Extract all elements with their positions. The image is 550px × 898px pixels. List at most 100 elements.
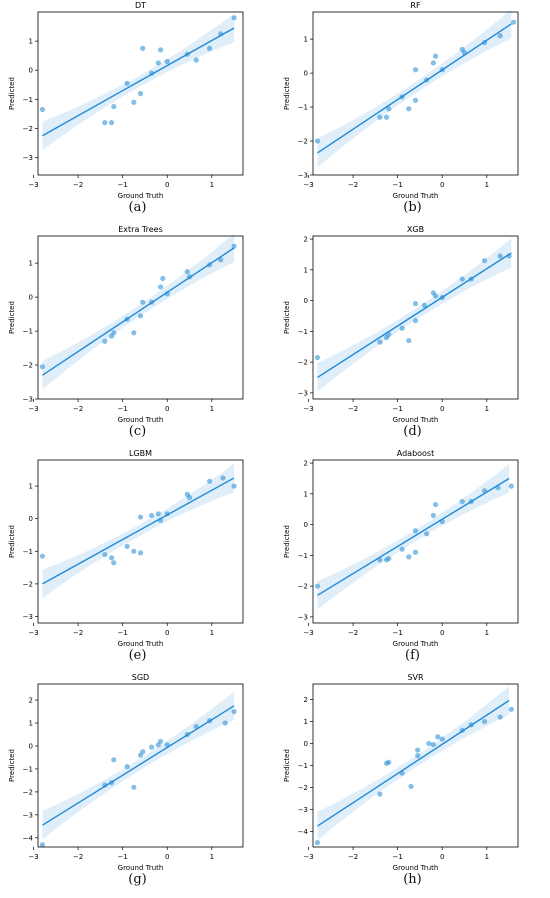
- y-tick-label: 1: [29, 720, 33, 728]
- data-point: [124, 764, 130, 770]
- data-point: [102, 120, 108, 126]
- data-point: [231, 15, 237, 21]
- x-tick-label: −1: [118, 853, 128, 861]
- data-point: [377, 339, 383, 345]
- chart-title: SVR: [407, 673, 424, 682]
- x-tick-label: 0: [440, 853, 444, 861]
- data-point: [160, 275, 166, 282]
- data-point: [412, 97, 419, 103]
- data-point: [124, 543, 130, 549]
- chart-panel-c: −3 −2 −1 0 1 −3 −2 −1 0 1 Extra Trees Ground Truth P…: [0, 224, 275, 448]
- chart-panel-f: −3 −2 −1 0 1 −3 −2 −1 0 1 2 Adaboost Ground Truth Pre…: [275, 448, 550, 672]
- data-point: [481, 258, 488, 264]
- data-point: [314, 583, 321, 589]
- data-point: [430, 741, 436, 748]
- y-tick-label: 2: [304, 460, 308, 468]
- data-point: [435, 734, 441, 740]
- y-tick-label: −2: [298, 138, 308, 146]
- chart-svg-c: −3 −2 −1 0 1 −3 −2 −1 0 1 Extra Trees Ground Truth P…: [8, 225, 244, 424]
- y-tick-label: 0: [29, 294, 33, 302]
- x-axis-label: Ground Truth: [118, 416, 164, 424]
- data-point: [131, 330, 137, 336]
- data-point: [497, 253, 503, 259]
- x-axis-label: Ground Truth: [393, 864, 439, 872]
- data-point: [186, 494, 193, 501]
- x-axis-label: Ground Truth: [393, 416, 439, 424]
- data-point: [140, 45, 146, 51]
- axes-frame: [312, 11, 519, 176]
- axes-frame: [37, 11, 244, 176]
- data-point: [111, 757, 117, 763]
- x-axis-label: Ground Truth: [393, 192, 439, 200]
- data-point: [39, 364, 46, 370]
- panel-caption: (f): [405, 648, 420, 663]
- regression-line: [42, 247, 235, 376]
- data-point: [137, 514, 144, 520]
- data-point: [432, 293, 439, 299]
- data-point: [124, 80, 130, 86]
- x-tick-label: 0: [440, 181, 444, 189]
- data-point: [155, 60, 161, 66]
- x-tick-label: −1: [118, 181, 128, 189]
- data-point: [137, 550, 144, 556]
- regression-line: [317, 477, 510, 596]
- x-tick-label: −2: [348, 629, 358, 637]
- y-tick-label: 1: [304, 36, 308, 44]
- data-point: [508, 706, 514, 712]
- panel-caption: (c): [128, 424, 147, 439]
- data-point: [406, 337, 412, 344]
- x-axis-label: Ground Truth: [118, 192, 164, 200]
- data-point: [497, 714, 503, 720]
- y-tick-label: 1: [304, 718, 308, 726]
- y-tick-label: −4: [298, 828, 309, 836]
- y-tick-label: −3: [298, 613, 308, 621]
- data-point: [164, 58, 170, 65]
- y-axis-label: Predicted: [283, 749, 291, 782]
- y-tick-label: −1: [298, 328, 308, 336]
- data-point: [432, 53, 439, 59]
- data-point: [508, 483, 514, 489]
- chart-panel-d: −3 −2 −1 0 1 −3 −2 −1 0 1 2 XGB Ground Truth Predicte…: [275, 224, 550, 448]
- x-tick-label: −2: [73, 853, 83, 861]
- chart-panel-e: −3 −2 −1 0 1 −3 −2 −1 0 1 LGBM Ground Truth Predicte…: [0, 448, 275, 672]
- x-tick-label: −3: [28, 405, 38, 413]
- y-tick-label: 2: [29, 697, 33, 705]
- axes-frame: [37, 459, 244, 624]
- data-point: [412, 67, 419, 73]
- data-point: [314, 138, 321, 144]
- data-point: [111, 103, 117, 110]
- x-tick-label: −1: [118, 405, 128, 413]
- panel-caption: (a): [128, 200, 147, 215]
- data-point: [314, 354, 321, 361]
- x-tick-label: 0: [440, 629, 444, 637]
- chart-svg-e: −3 −2 −1 0 1 −3 −2 −1 0 1 LGBM Ground Truth Predicte…: [8, 449, 244, 648]
- data-point: [108, 120, 115, 126]
- x-tick-label: −3: [28, 629, 38, 637]
- x-tick-label: 0: [165, 853, 169, 861]
- data-point: [206, 45, 213, 51]
- y-axis-label: Predicted: [283, 77, 291, 110]
- y-tick-label: −1: [298, 762, 308, 770]
- y-tick-label: −2: [23, 580, 33, 588]
- data-point: [314, 839, 321, 846]
- data-point: [131, 99, 137, 105]
- data-point: [137, 313, 144, 319]
- x-tick-label: −3: [303, 405, 313, 413]
- y-tick-label: −1: [23, 548, 33, 556]
- chart-panel-g: −3 −2 −1 0 1 −4 −3 −2 −1 0 1 2 SGD Ground Truth Predic…: [0, 672, 275, 896]
- x-tick-label: 1: [485, 853, 489, 861]
- data-point: [377, 791, 383, 797]
- chart-panel-b: −3 −2 −1 0 1 −3 −2 −1 0 1 RF Ground Truth Predicted (…: [275, 0, 550, 224]
- y-axis-label: Predicted: [8, 77, 16, 110]
- chart-svg-d: −3 −2 −1 0 1 −3 −2 −1 0 1 2 XGB Ground Truth Predicte…: [283, 225, 519, 424]
- data-point: [415, 752, 421, 759]
- y-tick-label: −1: [298, 552, 308, 560]
- data-point: [220, 475, 226, 481]
- y-axis-label: Predicted: [8, 749, 16, 782]
- y-tick-label: −1: [298, 104, 308, 112]
- panel-caption: (h): [403, 872, 422, 887]
- panel-caption: (b): [403, 200, 422, 215]
- y-tick-label: −2: [298, 583, 308, 591]
- data-point: [386, 555, 392, 562]
- y-tick-label: 0: [304, 297, 308, 305]
